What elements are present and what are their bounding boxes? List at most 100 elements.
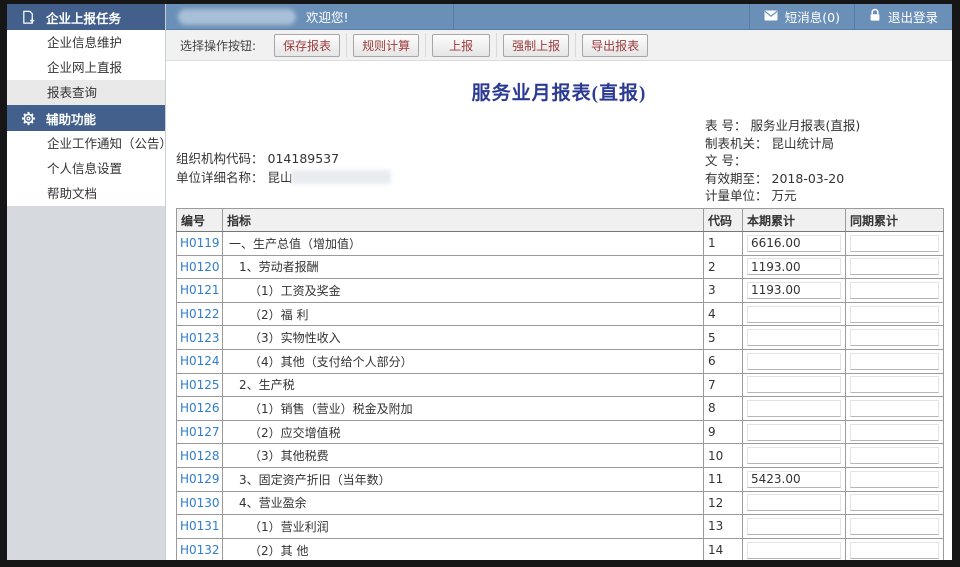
row-id-link[interactable]: H0129 bbox=[176, 466, 223, 492]
current-period-input[interactable] bbox=[747, 281, 841, 299]
org-info-block: 组织机构代码： 014189537 单位详细名称： 昆山 bbox=[176, 149, 391, 187]
report-content: 服务业月报表(直报) 表 号： 服务业月报表(直报) 制表机关： 昆山统计局文 号：有… bbox=[166, 61, 952, 560]
current-period-input[interactable] bbox=[747, 376, 841, 394]
same-period-input[interactable] bbox=[850, 423, 939, 441]
current-period-input[interactable] bbox=[747, 423, 841, 441]
same-period-input[interactable] bbox=[850, 541, 939, 559]
row-code: 11 bbox=[703, 466, 743, 492]
topbar: 欢迎您! 短消息(0) bbox=[166, 4, 952, 30]
same-period-cell bbox=[845, 514, 944, 539]
report-meta-line: 表 号： 服务业月报表(直报) bbox=[705, 117, 860, 135]
row-code: 8 bbox=[703, 396, 743, 421]
row-id-link[interactable]: H0121 bbox=[176, 278, 223, 303]
sidebar-item[interactable]: 企业网上直报 bbox=[7, 55, 165, 80]
same-period-cell bbox=[845, 466, 944, 492]
row-code: 7 bbox=[703, 372, 743, 398]
table-row: H0121 （1）工资及奖金 3 bbox=[176, 278, 944, 303]
page-title: 服务业月报表(直报) bbox=[471, 83, 647, 104]
same-period-input[interactable] bbox=[850, 258, 939, 276]
current-period-input[interactable] bbox=[747, 517, 841, 535]
current-period-input[interactable] bbox=[747, 234, 841, 252]
current-period-input[interactable] bbox=[747, 399, 841, 417]
meta-label: 制表机关： bbox=[705, 135, 768, 151]
toolbar-button[interactable]: 强制上报 bbox=[503, 33, 570, 57]
current-period-input[interactable] bbox=[747, 541, 841, 559]
row-code: 14 bbox=[703, 537, 743, 560]
toolbar-button-slot: 规则计算 bbox=[347, 33, 427, 57]
username-redacted bbox=[178, 8, 296, 25]
same-period-input[interactable] bbox=[850, 399, 939, 417]
table-body: H0119一、生产总值（增加值）1H01201、劳动者报酬2H0121（1）工资… bbox=[176, 231, 944, 560]
welcome-text: 欢迎您! bbox=[306, 10, 349, 25]
column-header: 代码 bbox=[703, 208, 743, 232]
row-id-link[interactable]: H0125 bbox=[176, 372, 223, 398]
row-id-link[interactable]: H0119 bbox=[176, 231, 223, 256]
row-id-link[interactable]: H0122 bbox=[176, 301, 223, 327]
current-period-input[interactable] bbox=[747, 305, 841, 323]
same-period-input[interactable] bbox=[850, 281, 939, 299]
row-id-link[interactable]: H0126 bbox=[176, 396, 223, 421]
report-meta-line: 计量单位： 万元 bbox=[705, 187, 860, 205]
current-period-input[interactable] bbox=[747, 258, 841, 276]
report-doc-icon bbox=[20, 10, 36, 25]
column-header: 指标 bbox=[222, 208, 704, 232]
toolbar-buttons: 保存报表 规则计算 上报 强制上报 导出报表 bbox=[268, 30, 654, 60]
sidebar: 企业上报任务 企业信息维护 企业网上直报 报表查询 辅助功能 企业工作通知（公告）个… bbox=[7, 4, 166, 560]
logout-button[interactable]: 退出登录 bbox=[853, 4, 952, 29]
same-period-input[interactable] bbox=[850, 447, 939, 465]
meta-value: 2018-03-20 bbox=[771, 170, 845, 186]
same-period-input[interactable] bbox=[850, 305, 939, 323]
table-row: H0119 一、生产总值（增加值） 1 bbox=[176, 231, 944, 256]
same-period-input[interactable] bbox=[850, 376, 939, 394]
unit-name-redacted bbox=[290, 170, 391, 184]
row-code: 1 bbox=[703, 231, 743, 256]
sidebar-item[interactable]: 帮助文档 bbox=[7, 181, 165, 206]
row-code: 3 bbox=[703, 278, 743, 303]
same-period-cell bbox=[845, 278, 944, 303]
row-id-link[interactable]: H0127 bbox=[176, 419, 223, 445]
row-id-link[interactable]: H0124 bbox=[176, 348, 223, 374]
toolbar-button[interactable]: 保存报表 bbox=[274, 33, 341, 57]
meta-label: 表 号： bbox=[705, 118, 747, 133]
indicator-label: 1、劳动者报酬 bbox=[222, 254, 704, 280]
same-period-input[interactable] bbox=[850, 494, 939, 512]
meta-value: 服务业月报表(直报) bbox=[750, 118, 861, 133]
row-code: 12 bbox=[703, 490, 743, 516]
current-period-cell bbox=[742, 348, 846, 374]
topbar-user-section: 欢迎您! bbox=[166, 4, 454, 29]
toolbar-button[interactable]: 导出报表 bbox=[582, 33, 649, 57]
current-period-cell bbox=[742, 419, 846, 445]
toolbar-label: 选择操作按钮: bbox=[180, 38, 257, 53]
same-period-cell bbox=[845, 348, 944, 374]
row-id-link[interactable]: H0120 bbox=[176, 254, 223, 280]
row-id-link[interactable]: H0131 bbox=[176, 514, 223, 539]
current-period-input[interactable] bbox=[747, 470, 841, 488]
row-id-link[interactable]: H0128 bbox=[176, 443, 223, 468]
toolbar-button-slot: 上报 bbox=[426, 33, 498, 57]
same-period-input[interactable] bbox=[850, 329, 939, 347]
messages-button[interactable]: 短消息(0) bbox=[748, 4, 854, 29]
current-period-input[interactable] bbox=[747, 494, 841, 512]
same-period-input[interactable] bbox=[850, 352, 939, 370]
table-header: 编号 指标 代码 本期累计 同期累计 bbox=[176, 208, 944, 232]
column-header: 本期累计 bbox=[742, 208, 846, 232]
same-period-input[interactable] bbox=[850, 517, 939, 535]
toolbar-button[interactable]: 规则计算 bbox=[353, 33, 420, 57]
row-id-link[interactable]: H0123 bbox=[176, 325, 223, 350]
indicator-label: （2）应交增值税 bbox=[222, 419, 704, 445]
messages-label: 短消息(0) bbox=[784, 10, 840, 25]
sidebar-header-aux-functions: 辅助功能 bbox=[7, 105, 165, 131]
sidebar-item[interactable]: 个人信息设置 bbox=[7, 156, 165, 181]
same-period-input[interactable] bbox=[850, 234, 939, 252]
sidebar-item[interactable]: 报表查询 bbox=[7, 80, 165, 105]
current-period-cell bbox=[742, 231, 846, 256]
row-id-link[interactable]: H0130 bbox=[176, 490, 223, 516]
current-period-input[interactable] bbox=[747, 447, 841, 465]
current-period-input[interactable] bbox=[747, 352, 841, 370]
toolbar-button[interactable]: 上报 bbox=[432, 33, 491, 57]
current-period-input[interactable] bbox=[747, 329, 841, 347]
sidebar-item[interactable]: 企业信息维护 bbox=[7, 30, 165, 55]
sidebar-item[interactable]: 企业工作通知（公告） bbox=[7, 131, 165, 156]
same-period-input[interactable] bbox=[850, 470, 939, 488]
row-id-link[interactable]: H0132 bbox=[176, 537, 223, 560]
